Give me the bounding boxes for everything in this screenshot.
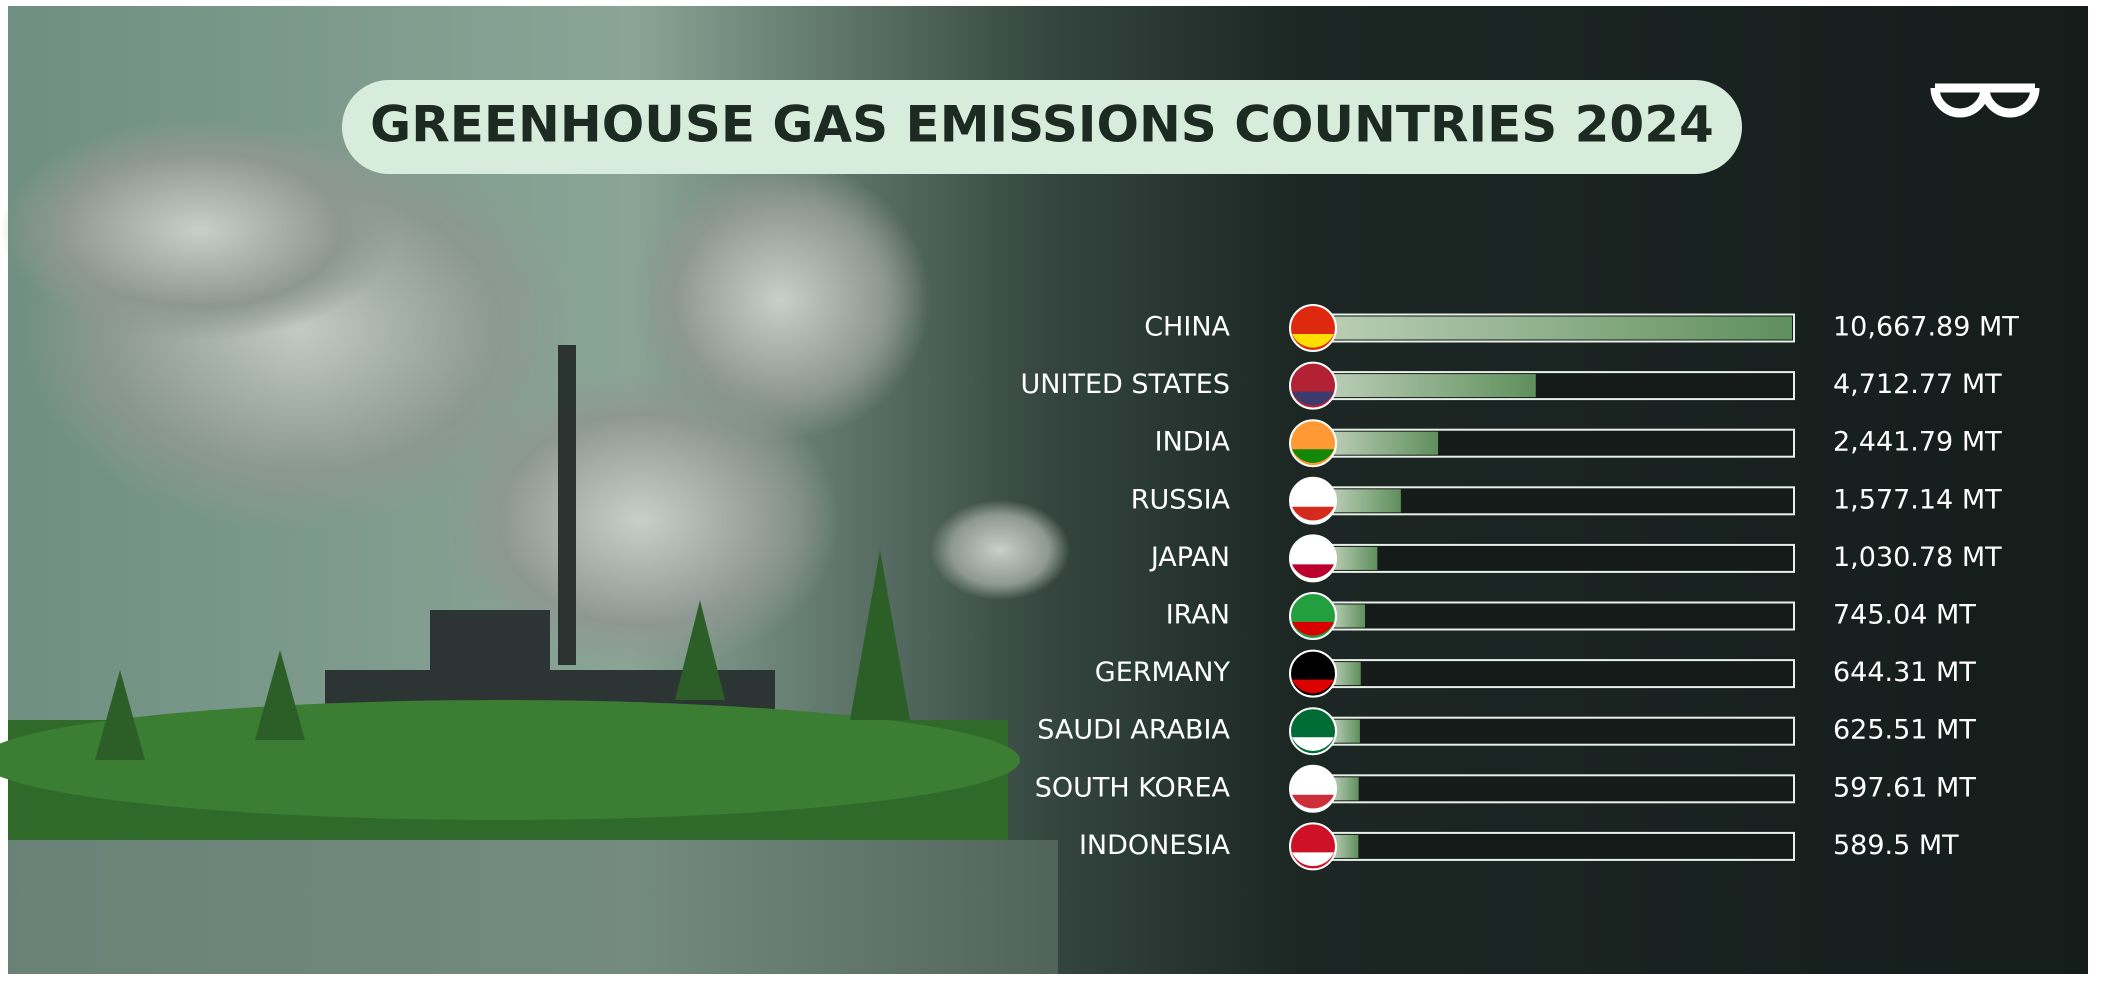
- value-label: 625.51 MT: [1833, 715, 1976, 746]
- value-label: 1,577.14 MT: [1833, 484, 2002, 515]
- bar-track: [1331, 660, 1794, 687]
- bar: [1333, 489, 1401, 512]
- bar: [1333, 605, 1365, 628]
- value-label: 644.31 MT: [1833, 657, 1976, 688]
- value-label: 2,441.79 MT: [1833, 427, 2002, 458]
- category-label: INDONESIA: [1079, 830, 1231, 861]
- category-label: JAPAN: [1149, 542, 1230, 573]
- bar: [1333, 317, 1792, 340]
- category-label: UNITED STATES: [1021, 369, 1230, 400]
- bar: [1333, 374, 1536, 397]
- category-label: SAUDI ARABIA: [1037, 715, 1230, 746]
- bar: [1333, 432, 1438, 455]
- bar: [1333, 662, 1361, 685]
- category-label: INDIA: [1155, 427, 1231, 458]
- bar-track: [1331, 603, 1794, 630]
- category-label: SOUTH KOREA: [1035, 772, 1231, 803]
- chart-title: GREENHOUSE GAS EMISSIONS COUNTRIES 2024: [370, 96, 1714, 154]
- page: GREENHOUSE GAS EMISSIONS COUNTRIES 2024 …: [0, 0, 2101, 985]
- category-label: GERMANY: [1095, 657, 1231, 688]
- bar-track: [1331, 718, 1794, 745]
- bar-track: [1331, 545, 1794, 572]
- bar-track: [1331, 775, 1794, 802]
- bar: [1333, 547, 1377, 570]
- category-label: IRAN: [1166, 600, 1230, 631]
- category-label: CHINA: [1144, 312, 1230, 343]
- value-label: 10,667.89 MT: [1833, 312, 2019, 343]
- value-label: 745.04 MT: [1833, 600, 1976, 631]
- chart: GREENHOUSE GAS EMISSIONS COUNTRIES 2024 …: [0, 0, 2101, 985]
- value-label: 589.5 MT: [1833, 830, 1959, 861]
- value-label: 1,030.78 MT: [1833, 542, 2002, 573]
- bar: [1333, 720, 1360, 743]
- bar-track: [1331, 833, 1794, 860]
- value-label: 4,712.77 MT: [1833, 369, 2002, 400]
- value-label: 597.61 MT: [1833, 772, 1976, 803]
- category-label: RUSSIA: [1131, 484, 1231, 515]
